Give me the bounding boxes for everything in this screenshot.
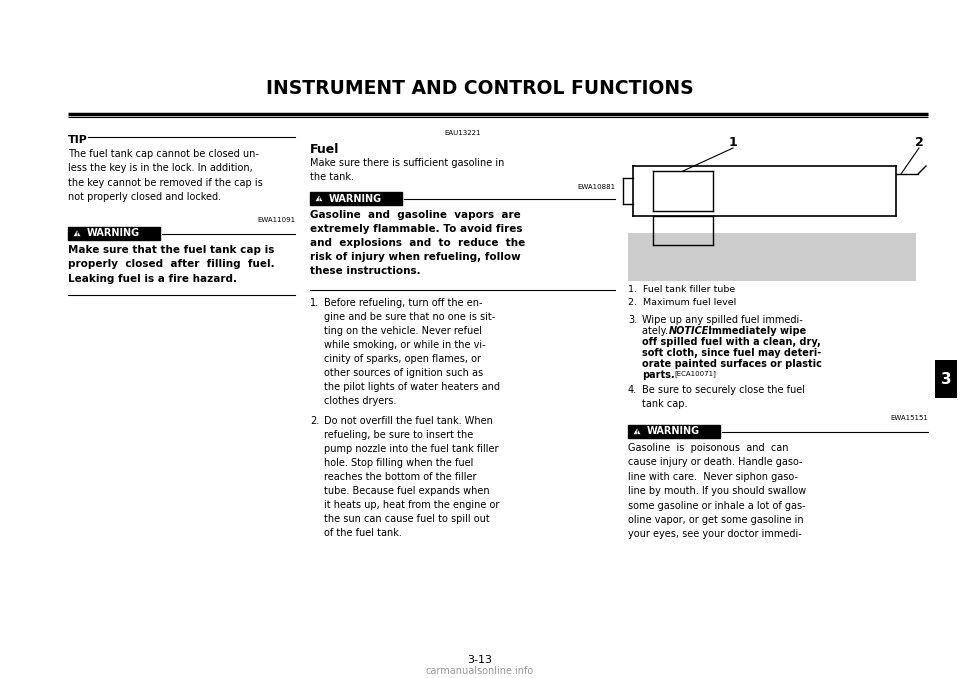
Text: NOTICE:: NOTICE: [669,326,713,336]
Polygon shape [73,230,82,237]
Text: 1.  Fuel tank filler tube: 1. Fuel tank filler tube [628,285,735,294]
Text: Be sure to securely close the fuel
tank cap.: Be sure to securely close the fuel tank … [642,385,805,409]
Text: The fuel tank cap cannot be closed un-
less the key is in the lock. In addition,: The fuel tank cap cannot be closed un- l… [68,149,263,202]
Text: Do not overfill the fuel tank. When
refueling, be sure to insert the
pump nozzle: Do not overfill the fuel tank. When refu… [324,416,499,538]
Text: ately.: ately. [642,326,671,336]
Text: 2.: 2. [310,416,320,426]
Text: 3: 3 [941,372,951,386]
FancyBboxPatch shape [935,360,957,398]
Text: Make sure there is sufficient gasoline in
the tank.: Make sure there is sufficient gasoline i… [310,158,504,182]
Text: WARNING: WARNING [647,426,700,437]
Text: orate painted surfaces or plastic: orate painted surfaces or plastic [642,359,822,369]
Text: Gasoline  and  gasoline  vapors  are
extremely flammable. To avoid fires
and  ex: Gasoline and gasoline vapors are extreme… [310,210,525,276]
Text: Before refueling, turn off the en-
gine and be sure that no one is sit-
ting on : Before refueling, turn off the en- gine … [324,298,500,406]
Text: Fuel: Fuel [310,143,340,156]
Text: !: ! [636,430,638,435]
Text: EWA15151: EWA15151 [890,415,928,421]
Text: Immediately wipe: Immediately wipe [705,326,806,336]
Text: 1: 1 [729,136,737,148]
Text: 3.: 3. [628,315,637,325]
Text: 1.: 1. [310,298,319,308]
Text: carmanualsonline.info: carmanualsonline.info [426,666,534,676]
Text: Wipe up any spilled fuel immedi-: Wipe up any spilled fuel immedi- [642,315,803,325]
Text: 2.  Maximum fuel level: 2. Maximum fuel level [628,298,736,307]
Polygon shape [315,195,324,201]
Text: 3-13: 3-13 [468,655,492,665]
Text: TIP: TIP [68,135,88,145]
Polygon shape [633,428,641,435]
Text: Make sure that the fuel tank cap is
properly  closed  after  filling  fuel.
Leak: Make sure that the fuel tank cap is prop… [68,245,275,284]
Text: parts.: parts. [642,370,675,380]
FancyBboxPatch shape [628,233,916,281]
Text: [ECA10071]: [ECA10071] [674,370,716,377]
Text: 4.: 4. [628,385,637,395]
Text: EWA10881: EWA10881 [577,184,615,190]
Text: INSTRUMENT AND CONTROL FUNCTIONS: INSTRUMENT AND CONTROL FUNCTIONS [266,79,694,98]
Text: soft cloth, since fuel may deteri-: soft cloth, since fuel may deteri- [642,348,821,358]
FancyBboxPatch shape [68,227,160,240]
FancyBboxPatch shape [628,425,720,438]
Text: EWA11091: EWA11091 [257,217,295,223]
Text: WARNING: WARNING [87,228,140,239]
Text: 2: 2 [915,136,924,148]
FancyBboxPatch shape [310,192,402,205]
Text: EAU13221: EAU13221 [444,130,481,136]
Text: WARNING: WARNING [329,193,382,203]
Text: off spilled fuel with a clean, dry,: off spilled fuel with a clean, dry, [642,337,821,347]
Text: !: ! [318,197,321,202]
Text: Gasoline  is  poisonous  and  can
cause injury or death. Handle gaso-
line with : Gasoline is poisonous and can cause inju… [628,443,806,540]
Text: !: ! [76,232,79,237]
